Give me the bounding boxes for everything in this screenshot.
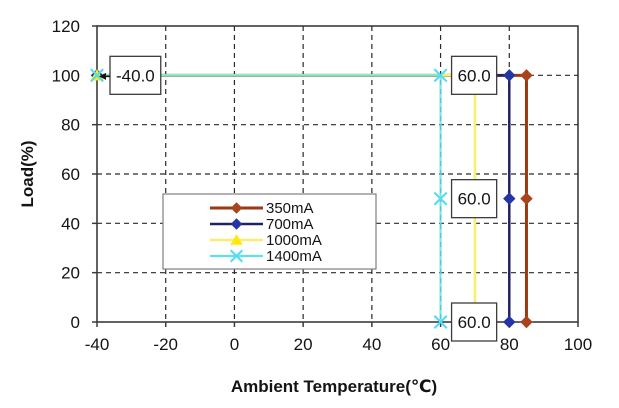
- data-label-box: [450, 179, 498, 219]
- legend-label: 1000mA: [266, 232, 322, 249]
- data-label-leader-arrow: [99, 72, 106, 80]
- data-label-box: [450, 302, 498, 342]
- legend-item-350mA: [210, 202, 263, 214]
- plot-area: -40 -20 0 20 40 60 80 100 0 20 40 60 80 100 120 -40.0 60…: [52, 17, 593, 354]
- x-tick-label: -20: [153, 335, 178, 354]
- data-label-text: -40.0: [116, 66, 155, 85]
- x-tick-label: 100: [564, 335, 592, 354]
- x-tick-label: 0: [230, 335, 239, 354]
- series-700mA-diamond-marker: [503, 69, 516, 82]
- y-tick-label: 0: [71, 313, 80, 332]
- y-tick-label: 120: [52, 17, 80, 36]
- x-tick-label: -40: [85, 335, 110, 354]
- legend-1000mA-triangle-marker: [230, 234, 243, 245]
- data-label-box: [450, 55, 498, 95]
- y-tick-label: 100: [52, 66, 80, 85]
- legend-350mA-diamond-marker: [230, 202, 243, 214]
- y-axis-title: Load(%): [18, 140, 37, 207]
- y-tick-label: 40: [61, 214, 80, 233]
- series-line-1400mA: [97, 74, 442, 322]
- series-1400mA-x-marker: [433, 191, 448, 206]
- legend-box: [162, 193, 377, 270]
- series-700mA-diamond-marker: [503, 315, 516, 329]
- series-350mA-diamond-marker: [520, 69, 533, 82]
- legend-label: 350mA: [266, 200, 314, 217]
- series-1400mA-x-marker: [433, 68, 448, 83]
- x-tick-label: 40: [362, 335, 381, 354]
- series-350mA-diamond-marker: [520, 192, 533, 205]
- data-label-box: [109, 55, 162, 95]
- legend-label: 700mA: [266, 216, 314, 233]
- legend-item-700mA: [210, 218, 263, 230]
- data-label-text: 60.0: [458, 190, 491, 209]
- legend-item-1400mA: [210, 249, 263, 263]
- x-tick-label: 60: [431, 335, 450, 354]
- series-700mA-diamond-marker: [503, 192, 516, 205]
- series-350mA-diamond-marker: [520, 315, 533, 329]
- y-tick-label: 80: [61, 116, 80, 135]
- data-label-text: 60.0: [458, 313, 491, 332]
- x-tick-label: 20: [294, 335, 313, 354]
- legend-700mA-diamond-marker: [230, 218, 243, 230]
- x-axis-title: Ambient Temperature(℃): [231, 377, 437, 396]
- series-1400mA-x-marker: [433, 315, 448, 329]
- series-1400mA-x-marker: [90, 68, 104, 83]
- y-tick-label: 60: [61, 165, 80, 184]
- legend-label: 1400mA: [266, 248, 322, 265]
- y-tick-label: 20: [61, 264, 80, 283]
- legend-1400mA-x-marker: [229, 249, 244, 263]
- x-tick-label: 80: [500, 335, 519, 354]
- data-label-text: 60.0: [458, 66, 491, 85]
- legend-item-1000mA: [210, 234, 263, 245]
